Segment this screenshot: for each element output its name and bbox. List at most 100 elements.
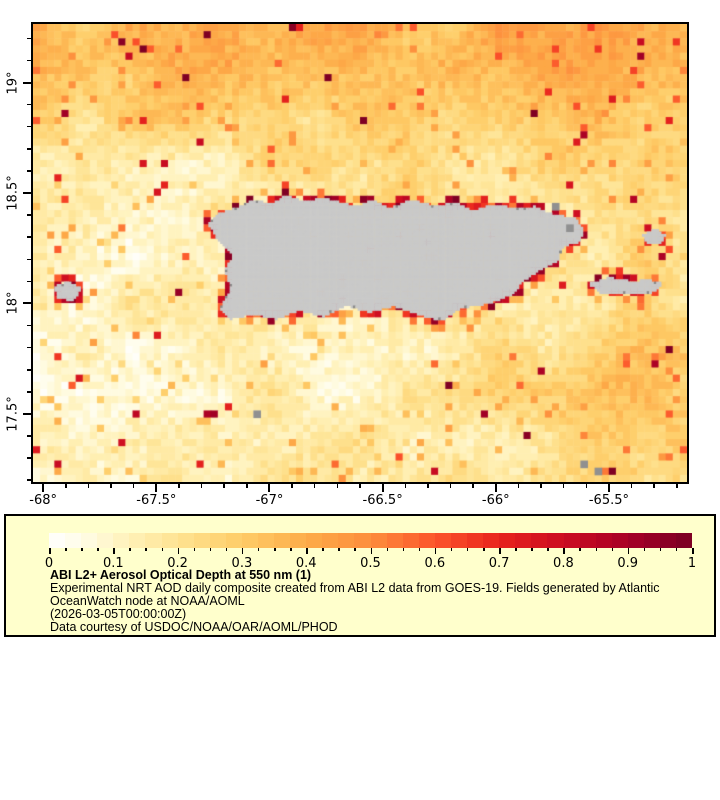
colorbar-segment <box>177 533 194 548</box>
x-axis-minor-tick <box>653 484 655 488</box>
y-axis-major-tick <box>23 412 31 415</box>
colorbar-tick-label: 0.8 <box>553 556 574 571</box>
y-axis-minor-tick <box>27 280 31 283</box>
colorbar-segment <box>241 533 259 548</box>
colorbar-tick-label: 0.9 <box>617 556 639 571</box>
y-axis-minor-tick <box>27 103 31 106</box>
x-axis-tick-label: -66.5° <box>362 493 403 508</box>
colorbar-major-tick <box>306 548 308 554</box>
y-axis-minor-tick <box>27 170 31 172</box>
colorbar-segment <box>386 533 403 548</box>
y-axis-minor-tick <box>27 346 31 349</box>
x-axis-minor-tick <box>200 484 203 488</box>
colorbar-segment <box>659 533 677 548</box>
colorbar-segment <box>531 533 548 548</box>
x-axis-minor-tick <box>427 484 429 488</box>
colorbar-minor-tick <box>515 548 517 551</box>
y-axis-minor-tick <box>27 369 31 371</box>
colorbar-tick-label: 1 <box>687 556 697 571</box>
colorbar-minor-tick <box>290 548 292 551</box>
legend-line-1: Experimental NRT AOD daily composite cre… <box>50 580 660 595</box>
colorbar-segment <box>434 533 451 548</box>
y-axis-major-tick <box>23 302 31 305</box>
colorbar-segment <box>483 533 500 548</box>
colorbar-segment <box>499 533 516 548</box>
colorbar-major-tick <box>434 548 437 554</box>
x-axis-minor-tick <box>359 484 361 488</box>
colorbar-segment <box>643 533 660 548</box>
colorbar-minor-tick <box>547 548 549 551</box>
colorbar-segment <box>49 533 66 548</box>
colorbar-segment <box>113 533 130 548</box>
colorbar-segment <box>547 533 564 548</box>
colorbar-minor-tick <box>418 548 421 551</box>
x-axis-minor-tick <box>540 484 542 488</box>
x-axis-minor-tick <box>585 484 588 488</box>
colorbar-segment <box>402 533 419 548</box>
colorbar-segment <box>322 533 339 548</box>
colorbar-minor-tick <box>65 548 67 551</box>
colorbar-segment <box>209 533 226 548</box>
y-axis-tick-label: 17.5° <box>5 396 21 432</box>
y-axis-tick-label: 18.5° <box>5 175 21 211</box>
colorbar-minor-tick <box>531 548 533 551</box>
colorbar-major-tick <box>627 548 630 554</box>
x-axis-minor-tick <box>517 484 520 488</box>
colorbar-major-tick <box>177 548 180 554</box>
x-axis-tick-label: -68° <box>29 493 58 508</box>
x-axis-minor-tick <box>676 484 678 488</box>
x-axis-minor-tick <box>132 484 135 488</box>
colorbar-minor-tick <box>209 548 212 551</box>
colorbar-tick-label: 0.7 <box>488 556 510 571</box>
colorbar-minor-tick <box>402 548 405 551</box>
legend-text: ABI L2+ Aerosol Optical Depth at 550 nm … <box>50 569 660 634</box>
x-axis-minor-tick <box>223 484 225 488</box>
colorbar-minor-tick <box>81 548 83 551</box>
x-axis-tick-label: -66° <box>481 493 510 508</box>
colorbar-major-tick <box>563 548 565 554</box>
colorbar-minor-tick <box>161 548 164 551</box>
colorbar-minor-tick <box>579 548 581 551</box>
y-axis-minor-tick <box>27 479 31 481</box>
colorbar-major-tick <box>113 548 115 554</box>
y-axis-major-tick <box>23 81 31 84</box>
colorbar-segment <box>81 533 98 548</box>
colorbar-gradient <box>49 533 693 548</box>
colorbar-minor-tick <box>322 548 324 551</box>
colorbar-segment <box>145 533 162 548</box>
colorbar-segment <box>579 533 596 548</box>
x-axis-minor-tick <box>87 484 90 488</box>
x-axis-minor-tick <box>110 484 112 488</box>
colorbar-segment <box>129 533 146 548</box>
colorbar-tick-label: 0.1 <box>102 556 124 571</box>
colorbar-major-tick <box>499 548 501 554</box>
colorbar-major-tick <box>49 548 51 554</box>
colorbar-segment <box>627 533 644 548</box>
colorbar-segment <box>65 533 82 548</box>
aod-raster-canvas <box>33 24 687 482</box>
colorbar-segment <box>258 533 275 548</box>
colorbar-tick-label: 0.5 <box>360 556 381 571</box>
colorbar-tick-label: 0.2 <box>167 556 188 571</box>
y-axis-minor-tick <box>27 236 31 238</box>
y-axis-minor-tick <box>27 37 31 40</box>
colorbar-segment <box>338 533 355 548</box>
colorbar-minor-tick <box>675 548 678 551</box>
colorbar-minor-tick <box>193 548 196 551</box>
legend-line-3: (2026-03-05T00:00:00Z) <box>50 606 187 621</box>
colorbar-segment <box>450 533 468 548</box>
colorbar-segment <box>290 533 307 548</box>
colorbar-minor-tick <box>97 548 99 551</box>
y-axis-minor-tick <box>27 214 31 216</box>
x-axis-minor-tick <box>291 484 293 488</box>
y-axis-minor-tick <box>27 258 31 261</box>
y-axis-minor-tick <box>27 457 31 459</box>
y-axis-minor-tick <box>27 59 31 62</box>
colorbar-segment <box>611 533 628 548</box>
y-axis-major-tick <box>23 192 31 195</box>
x-axis-minor-tick <box>404 484 406 488</box>
x-axis-minor-tick <box>313 484 316 488</box>
colorbar-minor-tick <box>145 548 147 551</box>
colorbar-segment <box>306 533 323 548</box>
